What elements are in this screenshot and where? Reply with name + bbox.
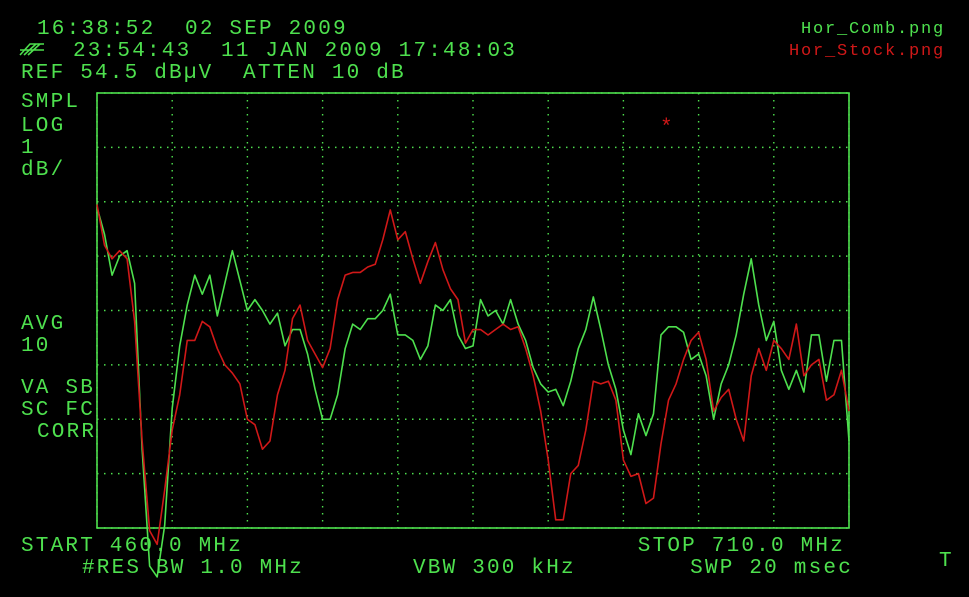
legend-entry: Hor_Comb.png [801,20,945,39]
time-line: 16:38:52 02 SEP 2009 [37,18,348,41]
side-label: dB/ [21,159,65,182]
side-label: AVG [21,313,65,336]
side-label: CORR [37,421,96,444]
side-label: VA SB [21,377,95,400]
stop-label: STOP 710.0 MHz [638,535,845,558]
legend: Hor_Comb.png Hor_Stock.png [789,20,945,61]
stamp-line: 23:54:43 11 JAN 2009 17:48:03 [73,40,517,63]
marker: * [660,117,675,140]
traces [96,204,850,578]
legend-entry: Hor_Stock.png [789,42,945,61]
start-label: START 460.0 MHz [21,535,243,558]
side-label: 1 [21,137,36,160]
ref-line: REF 54.5 dBµV ATTEN 10 dB [21,62,406,85]
trigger-label: T [939,550,954,573]
trace [96,204,850,546]
sweep-icon [19,43,44,56]
side-label: SC FC [21,399,95,422]
rbw-label: #RES BW 1.0 MHz [82,557,304,580]
icon [19,43,44,56]
side-label: LOG [21,115,65,138]
trace [96,206,850,578]
grid [96,92,850,529]
vbw-label: VBW 300 kHz [413,557,576,580]
side-label: 10 [21,335,51,358]
side-label: SMPL [21,91,80,114]
plot-border [96,92,850,529]
sweep-label: SWP 20 msec [690,557,853,580]
